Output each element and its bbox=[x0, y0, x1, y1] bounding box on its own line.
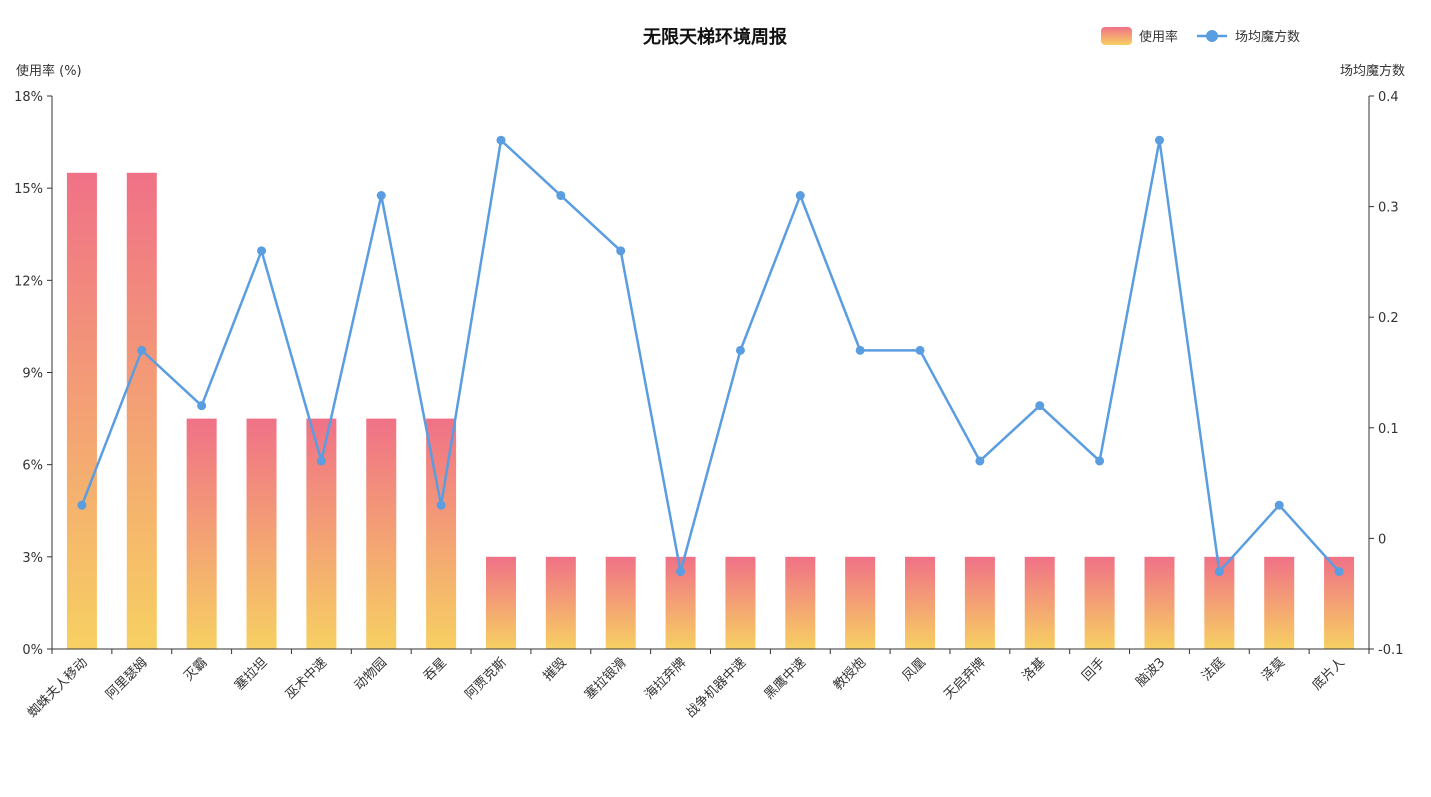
y-right-tick-label: 0.3 bbox=[1378, 201, 1399, 216]
chart-title: 无限天梯环境周报 bbox=[643, 26, 787, 48]
line-point[interactable] bbox=[496, 135, 506, 145]
y-left-axis-label: 使用率 (%) bbox=[16, 63, 82, 79]
legend[interactable]: 使用率 场均魔方数 bbox=[1101, 27, 1300, 45]
x-tick-label: 泽莫 bbox=[1259, 655, 1288, 684]
line-point[interactable] bbox=[1274, 500, 1284, 510]
line-point[interactable] bbox=[915, 345, 925, 355]
x-tick-label: 灭霸 bbox=[181, 655, 210, 684]
y-right-tick-label: -0.1 bbox=[1378, 643, 1403, 658]
line-point[interactable] bbox=[616, 246, 626, 256]
x-tick-label: 底片人 bbox=[1309, 655, 1348, 694]
y-left-tick-label: 12% bbox=[14, 274, 43, 289]
x-tick-label: 海拉弃牌 bbox=[641, 655, 689, 703]
x-tick-label: 法庭 bbox=[1198, 655, 1228, 685]
line-series bbox=[77, 135, 1344, 577]
y-right-axis-label: 场均魔方数 bbox=[1340, 63, 1405, 79]
legend-marker-cubes[interactable] bbox=[1206, 30, 1218, 42]
legend-label-cubes[interactable]: 场均魔方数 bbox=[1235, 29, 1300, 45]
y-right-tick-label: 0.2 bbox=[1378, 311, 1399, 326]
bar[interactable] bbox=[545, 556, 576, 649]
line-point[interactable] bbox=[676, 567, 686, 577]
line-point[interactable] bbox=[316, 456, 326, 466]
line-point[interactable] bbox=[556, 191, 566, 201]
y-left-tick-label: 9% bbox=[22, 367, 43, 382]
y-right-ticks: -0.1 0 0.1 0.2 0.3 0.4 bbox=[1369, 90, 1403, 658]
bar[interactable] bbox=[66, 172, 97, 650]
x-tick-label: 教授炮 bbox=[830, 655, 869, 694]
y-right-tick-label: 0.4 bbox=[1378, 90, 1399, 105]
y-left-ticks: 0% 3% 6% 9% 12% 15% 18% bbox=[14, 90, 52, 658]
x-axis-ticks: 蜘蛛夫人移动 阿里瑟姆 灭霸 塞拉坦 巫术中速 动物园 吞星 阿贾克斯 摧毁 塞拉银滑 海拉弃牌战争… bbox=[25, 649, 1370, 721]
y-left-tick-label: 6% bbox=[22, 459, 43, 474]
bar[interactable] bbox=[785, 556, 816, 649]
x-tick-label: 阿贾克斯 bbox=[462, 655, 509, 702]
bar[interactable] bbox=[366, 418, 397, 649]
line-point[interactable] bbox=[137, 345, 147, 355]
bar[interactable] bbox=[845, 556, 876, 649]
line-point[interactable] bbox=[257, 246, 267, 256]
x-tick-label: 吞星 bbox=[421, 655, 450, 684]
bar[interactable] bbox=[186, 418, 217, 649]
line-point[interactable] bbox=[376, 191, 386, 201]
bar[interactable] bbox=[1264, 556, 1295, 649]
y-right-tick-label: 0.1 bbox=[1378, 422, 1399, 437]
line-point[interactable] bbox=[1095, 456, 1105, 466]
x-tick-label: 巫术中速 bbox=[283, 655, 330, 702]
bar[interactable] bbox=[905, 556, 936, 649]
x-tick-label: 黑鹰中速 bbox=[761, 655, 809, 703]
x-tick-label: 塞拉坦 bbox=[231, 655, 270, 694]
line-point[interactable] bbox=[735, 345, 745, 355]
y-left-tick-label: 15% bbox=[14, 182, 43, 197]
legend-swatch-usage[interactable] bbox=[1101, 27, 1132, 45]
bar[interactable] bbox=[964, 556, 995, 649]
y-left-tick-label: 0% bbox=[22, 643, 43, 658]
x-tick-label: 洛基 bbox=[1020, 655, 1049, 684]
bar-series bbox=[66, 172, 1355, 650]
x-tick-label: 脑波3 bbox=[1133, 655, 1168, 690]
bar[interactable] bbox=[1144, 556, 1175, 649]
x-tick-label: 摧毁 bbox=[541, 655, 570, 684]
bar[interactable] bbox=[485, 556, 516, 649]
x-tick-label: 动物园 bbox=[352, 655, 390, 693]
x-tick-label: 回手 bbox=[1079, 655, 1108, 684]
x-tick-label: 塞拉银滑 bbox=[581, 655, 629, 703]
bar[interactable] bbox=[1084, 556, 1115, 649]
bar[interactable] bbox=[306, 418, 337, 649]
x-tick-label: 凤凰 bbox=[900, 655, 929, 684]
line-point[interactable] bbox=[975, 456, 985, 466]
x-tick-label: 蜘蛛夫人移动 bbox=[25, 655, 91, 721]
line-path bbox=[80, 138, 1340, 573]
x-tick-label: 战争机器中速 bbox=[683, 655, 749, 721]
y-left-tick-label: 3% bbox=[22, 551, 43, 566]
line-point[interactable] bbox=[1214, 567, 1224, 577]
bar[interactable] bbox=[725, 556, 756, 649]
line-point[interactable] bbox=[795, 191, 805, 201]
line-point[interactable] bbox=[855, 345, 865, 355]
line-point[interactable] bbox=[1334, 567, 1344, 577]
y-right-tick-label: 0 bbox=[1378, 532, 1386, 547]
x-tick-label: 阿里瑟姆 bbox=[103, 655, 150, 702]
legend-label-usage[interactable]: 使用率 bbox=[1139, 29, 1178, 45]
x-tick-label: 天启弃牌 bbox=[941, 655, 989, 703]
line-point[interactable] bbox=[1154, 135, 1164, 145]
bar[interactable] bbox=[1024, 556, 1055, 649]
line-point[interactable] bbox=[77, 500, 87, 510]
bar[interactable] bbox=[605, 556, 636, 649]
line-point[interactable] bbox=[197, 401, 207, 411]
bar[interactable] bbox=[126, 172, 157, 650]
bar[interactable] bbox=[246, 418, 277, 649]
y-left-tick-label: 18% bbox=[14, 90, 43, 105]
line-point[interactable] bbox=[436, 500, 446, 510]
line-point[interactable] bbox=[1035, 401, 1045, 411]
